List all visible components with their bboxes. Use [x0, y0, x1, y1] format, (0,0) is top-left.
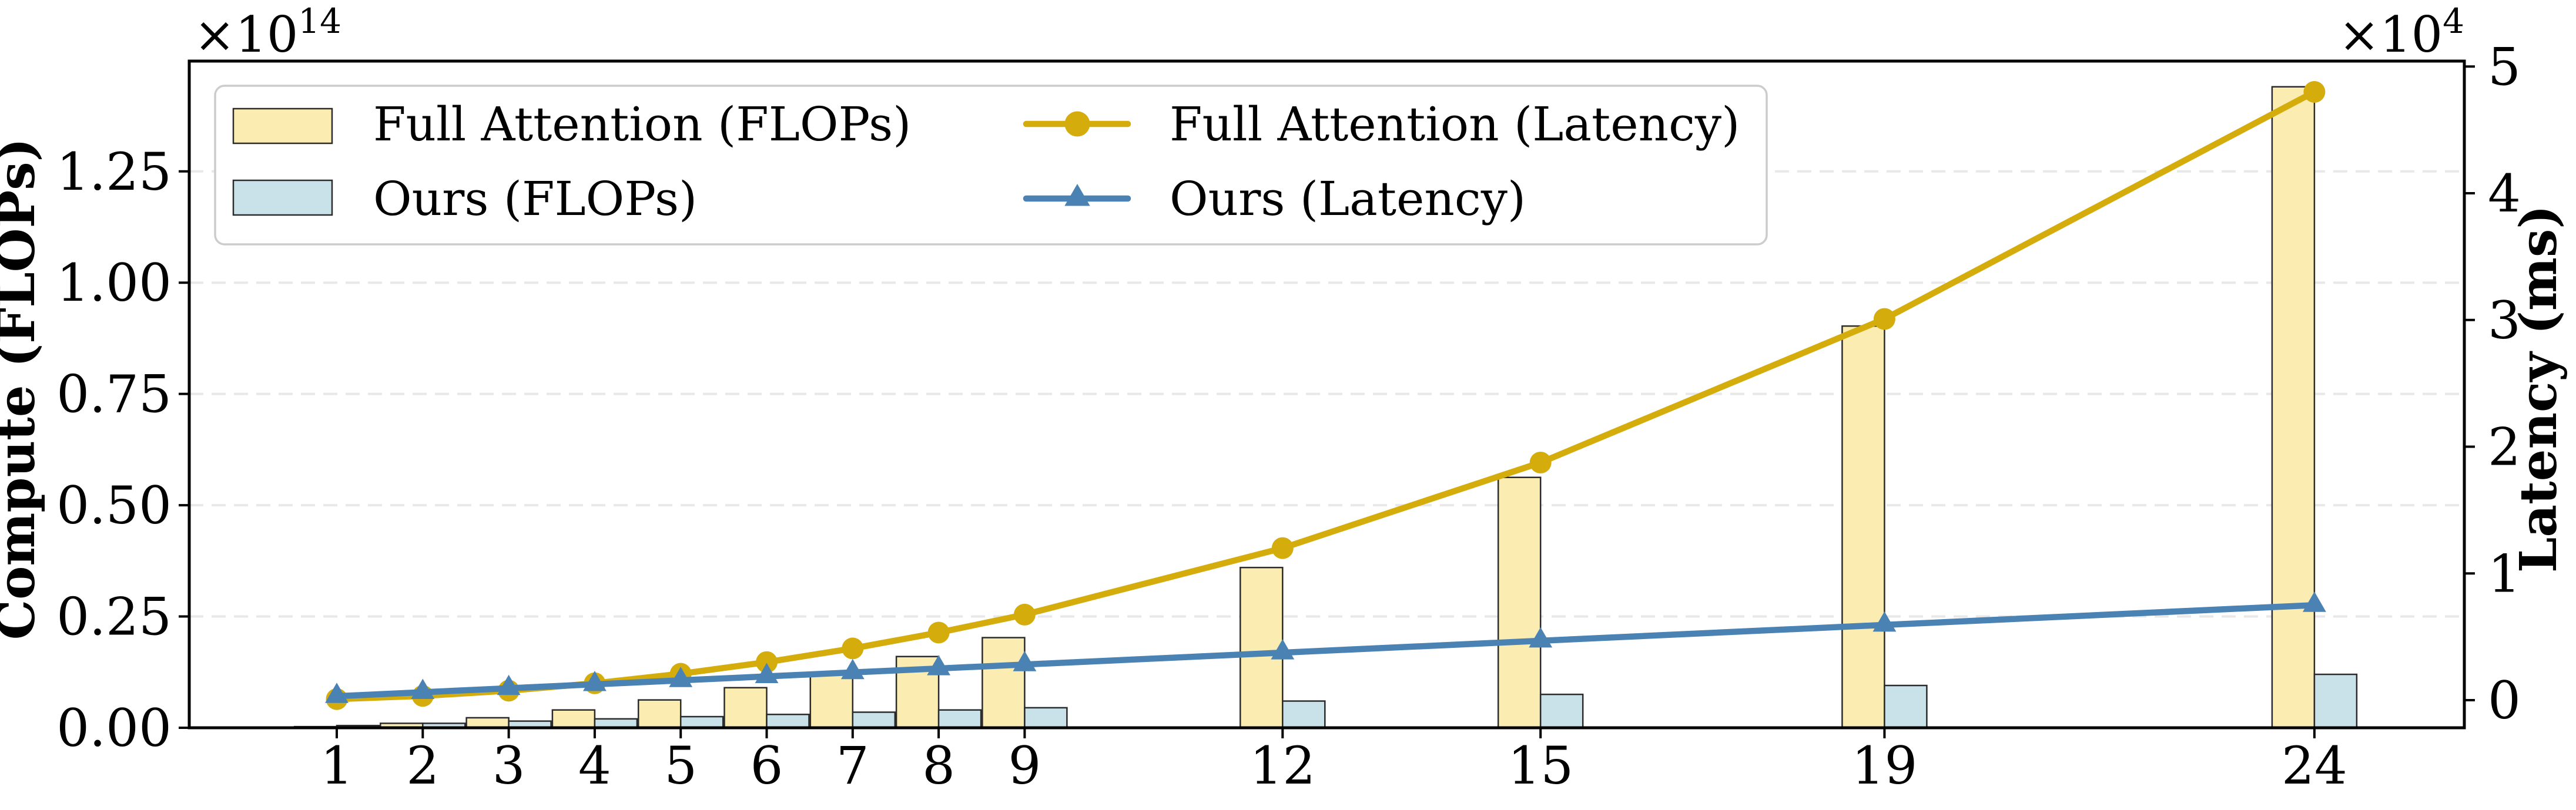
bar-full-attention-flops	[723, 687, 768, 729]
triangle-marker-ours-latency	[2302, 591, 2326, 612]
y-right-tick-label: 4	[2488, 163, 2521, 224]
x-tick-label: 24	[2282, 735, 2347, 796]
bar-full-attention-flops	[2271, 86, 2316, 729]
triangle-marker-ours-latency	[582, 671, 607, 691]
y-left-tick-label: 0.00	[56, 698, 172, 758]
bar-full-attention-flops	[809, 672, 854, 729]
bar-ours-flops	[1539, 693, 1584, 729]
x-tick-label: 6	[751, 735, 783, 796]
x-tick-label: 3	[493, 735, 525, 796]
circle-marker-full-attention-latency	[2303, 80, 2326, 103]
circle-marker-full-attention-latency	[1873, 308, 1895, 330]
x-tick-label: 2	[406, 735, 439, 796]
triangle-marker-ours-latency	[1271, 639, 1295, 660]
y-left-axis-title: Compute (FLOPs)	[0, 138, 46, 640]
bar-ours-flops	[1024, 707, 1068, 729]
triangle-marker-ours-latency	[755, 663, 779, 684]
bar-full-attention-flops	[982, 637, 1026, 729]
bar-full-attention-flops	[1497, 476, 1542, 729]
y-right-tick-label: 3	[2488, 290, 2521, 351]
triangle-marker-ours-latency	[497, 674, 521, 695]
legend-swatch-ours-flops	[232, 179, 333, 216]
legend-label-ours-latency: Ours (Latency)	[1170, 172, 1526, 226]
bar-full-attention-flops	[637, 699, 682, 729]
y-right-tick-label: 2	[2488, 417, 2521, 478]
y-left-tick-label: 0.75	[56, 364, 172, 425]
y-right-offset-base: ×10	[2339, 6, 2443, 63]
y-right-tick-label: 0	[2488, 670, 2521, 731]
circle-marker-full-attention-latency	[927, 621, 950, 644]
y-right-tick-label: 5	[2488, 36, 2521, 97]
triangle-marker-ours-latency	[669, 667, 693, 687]
bar-ours-flops	[1282, 700, 1326, 729]
x-tick-label: 12	[1250, 735, 1315, 796]
bar-full-attention-flops	[1240, 566, 1284, 729]
triangle-marker-ours-latency	[1013, 651, 1037, 671]
y-right-offset-exponent: 4	[2443, 1, 2464, 41]
y-left-offset-exponent: 14	[298, 1, 341, 41]
y-right-axis-title: Latency (ms)	[2509, 205, 2568, 573]
bar-full-attention-flops	[551, 709, 596, 729]
x-tick-label: 15	[1508, 735, 1573, 796]
bar-ours-flops	[766, 714, 810, 729]
circle-marker-full-attention-latency	[1529, 451, 1552, 473]
y-left-tick-label: 1.25	[56, 142, 172, 202]
bar-full-attention-flops	[465, 717, 510, 729]
legend-label-full-attention-latency: Full Attention (Latency)	[1170, 97, 1740, 152]
y-right-offset-text: ×104	[2339, 1, 2464, 63]
circle-marker-full-attention-latency	[1013, 603, 1036, 626]
x-tick-label: 9	[1008, 735, 1041, 796]
y-left-offset-base: ×10	[194, 6, 298, 63]
x-tick-label: 4	[578, 735, 611, 796]
bar-ours-flops	[937, 709, 982, 729]
x-tick-label: 1	[320, 735, 353, 796]
triangle-marker-ours-latency	[1529, 627, 1553, 648]
legend	[214, 85, 1768, 246]
triangle-marker-ours-latency	[1872, 611, 1897, 632]
y-left-tick-label: 0.25	[56, 587, 172, 647]
legend-box	[214, 85, 1768, 246]
triangle-marker-ours-latency	[927, 655, 951, 675]
bar-full-attention-flops	[1841, 325, 1885, 729]
circle-marker-full-attention-latency	[1271, 537, 1294, 559]
circle-marker-full-attention-latency	[842, 637, 864, 660]
x-tick-label: 8	[922, 735, 955, 796]
x-tick-label: 7	[836, 735, 869, 796]
bar-ours-flops	[1884, 684, 1928, 729]
x-tick-label: 5	[664, 735, 697, 796]
triangle-marker-ours-latency	[840, 658, 865, 680]
triangle-marker-ours-latency	[411, 678, 435, 700]
y-left-offset-text: ×1014	[194, 1, 341, 63]
bar-ours-flops	[679, 715, 724, 729]
y-left-tick-label: 1.00	[56, 253, 172, 313]
y-right-tick-label: 1	[2488, 543, 2521, 604]
legend-swatch-full-attention-flops	[232, 107, 333, 144]
legend-label-full-attention-flops: Full Attention (FLOPs)	[373, 97, 911, 152]
legend-circle-marker-full-attention-latency	[1064, 111, 1090, 137]
y-left-tick-label: 0.50	[56, 475, 172, 536]
x-tick-label: 19	[1851, 735, 1917, 796]
bar-ours-flops	[852, 711, 896, 729]
legend-triangle-marker-ours-latency	[1064, 184, 1090, 206]
legend-label-ours-flops: Ours (FLOPs)	[373, 172, 697, 226]
circle-marker-full-attention-latency	[756, 651, 778, 673]
bar-ours-flops	[2313, 673, 2358, 729]
triangle-marker-ours-latency	[325, 683, 349, 703]
